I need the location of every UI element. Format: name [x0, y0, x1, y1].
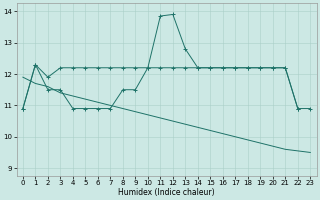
X-axis label: Humidex (Indice chaleur): Humidex (Indice chaleur) [118, 188, 215, 197]
